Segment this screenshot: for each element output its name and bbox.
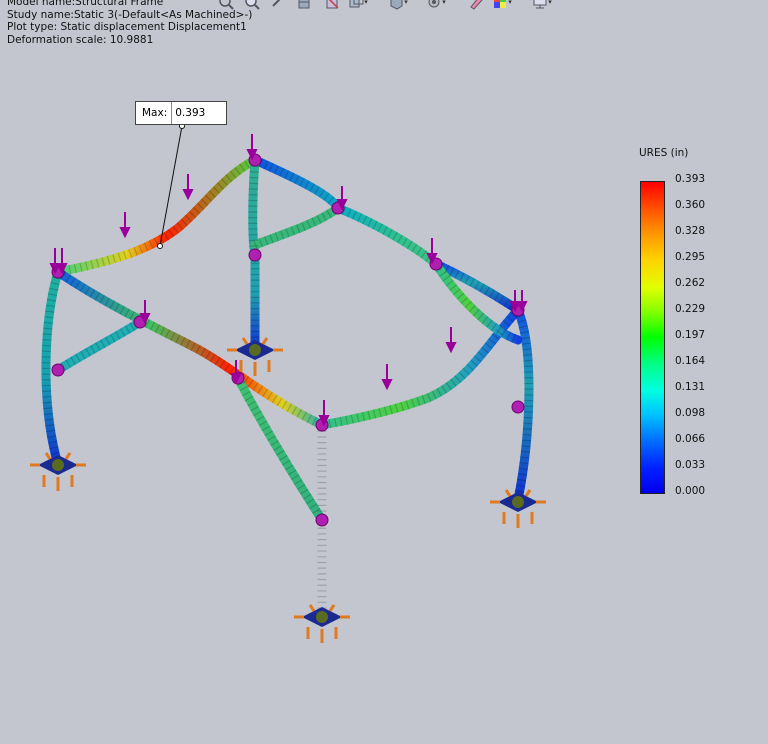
probe-value: 0.393 [175,107,206,119]
load-arrow-icon [139,300,151,325]
mesh-rings [41,155,534,615]
load-arrow-icon [445,327,457,354]
fixed-support-icon [30,452,86,491]
joint-node [315,513,329,527]
hide-show-items-icon[interactable]: ▾ [426,0,446,12]
fixed-support-icon [294,604,350,643]
load-arrow-icon [509,290,521,313]
deformation-scale: Deformation scale: 10.9881 [7,33,154,46]
section-view-icon[interactable] [294,0,314,12]
apply-scene-icon[interactable]: ▾ [492,0,512,12]
probe-point [157,243,163,249]
legend-tick-label: 0.197 [675,329,706,341]
load-arrow-icon [246,134,258,161]
probe-leader-line [159,125,183,247]
fixtures [30,337,546,643]
legend-tick-label: 0.131 [675,381,706,393]
previous-view-icon[interactable] [268,0,288,12]
fixed-support-icon [227,337,283,376]
joint-node [511,400,525,414]
legend-color-bar[interactable] [640,181,665,494]
load-arrow-icon [56,248,68,275]
load-arrow-icon [336,186,348,211]
joint-node [248,248,262,262]
legend-tick-label: 0.360 [675,199,706,211]
load-arrow-icon [182,174,194,201]
legend-tick-label: 0.164 [675,355,706,367]
frame-members [41,155,534,620]
legend-title: URES (in) [639,147,689,159]
legend-tick-label: 0.000 [675,485,706,497]
view-orientation-icon[interactable]: ▾ [348,0,368,12]
legend-tick-label: 0.229 [675,303,706,315]
probe-label: Max: [136,102,173,124]
joint-node [51,363,65,377]
legend-tick-label: 0.295 [675,251,706,263]
display-style-icon[interactable]: ▾ [388,0,408,12]
load-arrow-icon [49,248,61,275]
load-arrow-icon [318,400,330,427]
legend-tick-label: 0.098 [675,407,706,419]
legend-tick-label: 0.262 [675,277,706,289]
load-arrows [49,134,528,427]
legend-tick-label: 0.393 [675,173,706,185]
legend-tick-label: 0.066 [675,433,706,445]
legend-tick-label: 0.033 [675,459,706,471]
plot-type: Plot type: Static displacement Displacem… [7,21,247,33]
dynamic-annotation-icon[interactable] [322,0,342,12]
load-arrow-icon [426,238,438,265]
load-arrow-icon [516,290,528,313]
load-arrow-icon [119,212,131,239]
zoom-to-fit-icon[interactable] [216,0,236,12]
view-settings-icon[interactable]: ▾ [532,0,552,12]
max-probe-label[interactable]: Max: 0.393 [135,101,227,125]
edit-appearance-icon[interactable] [466,0,486,12]
zoom-to-area-icon[interactable] [242,0,262,12]
load-arrow-icon [381,364,393,391]
fixed-support-icon [490,489,546,528]
study-info: Model name:Structural Frame Study name:S… [7,0,252,46]
legend-tick-label: 0.328 [675,225,706,237]
study-name: Study name:Static 3(-Default<As Machined… [7,8,253,21]
load-arrow-icon [230,360,242,385]
model-name: Model name:Structural Frame [7,0,164,8]
